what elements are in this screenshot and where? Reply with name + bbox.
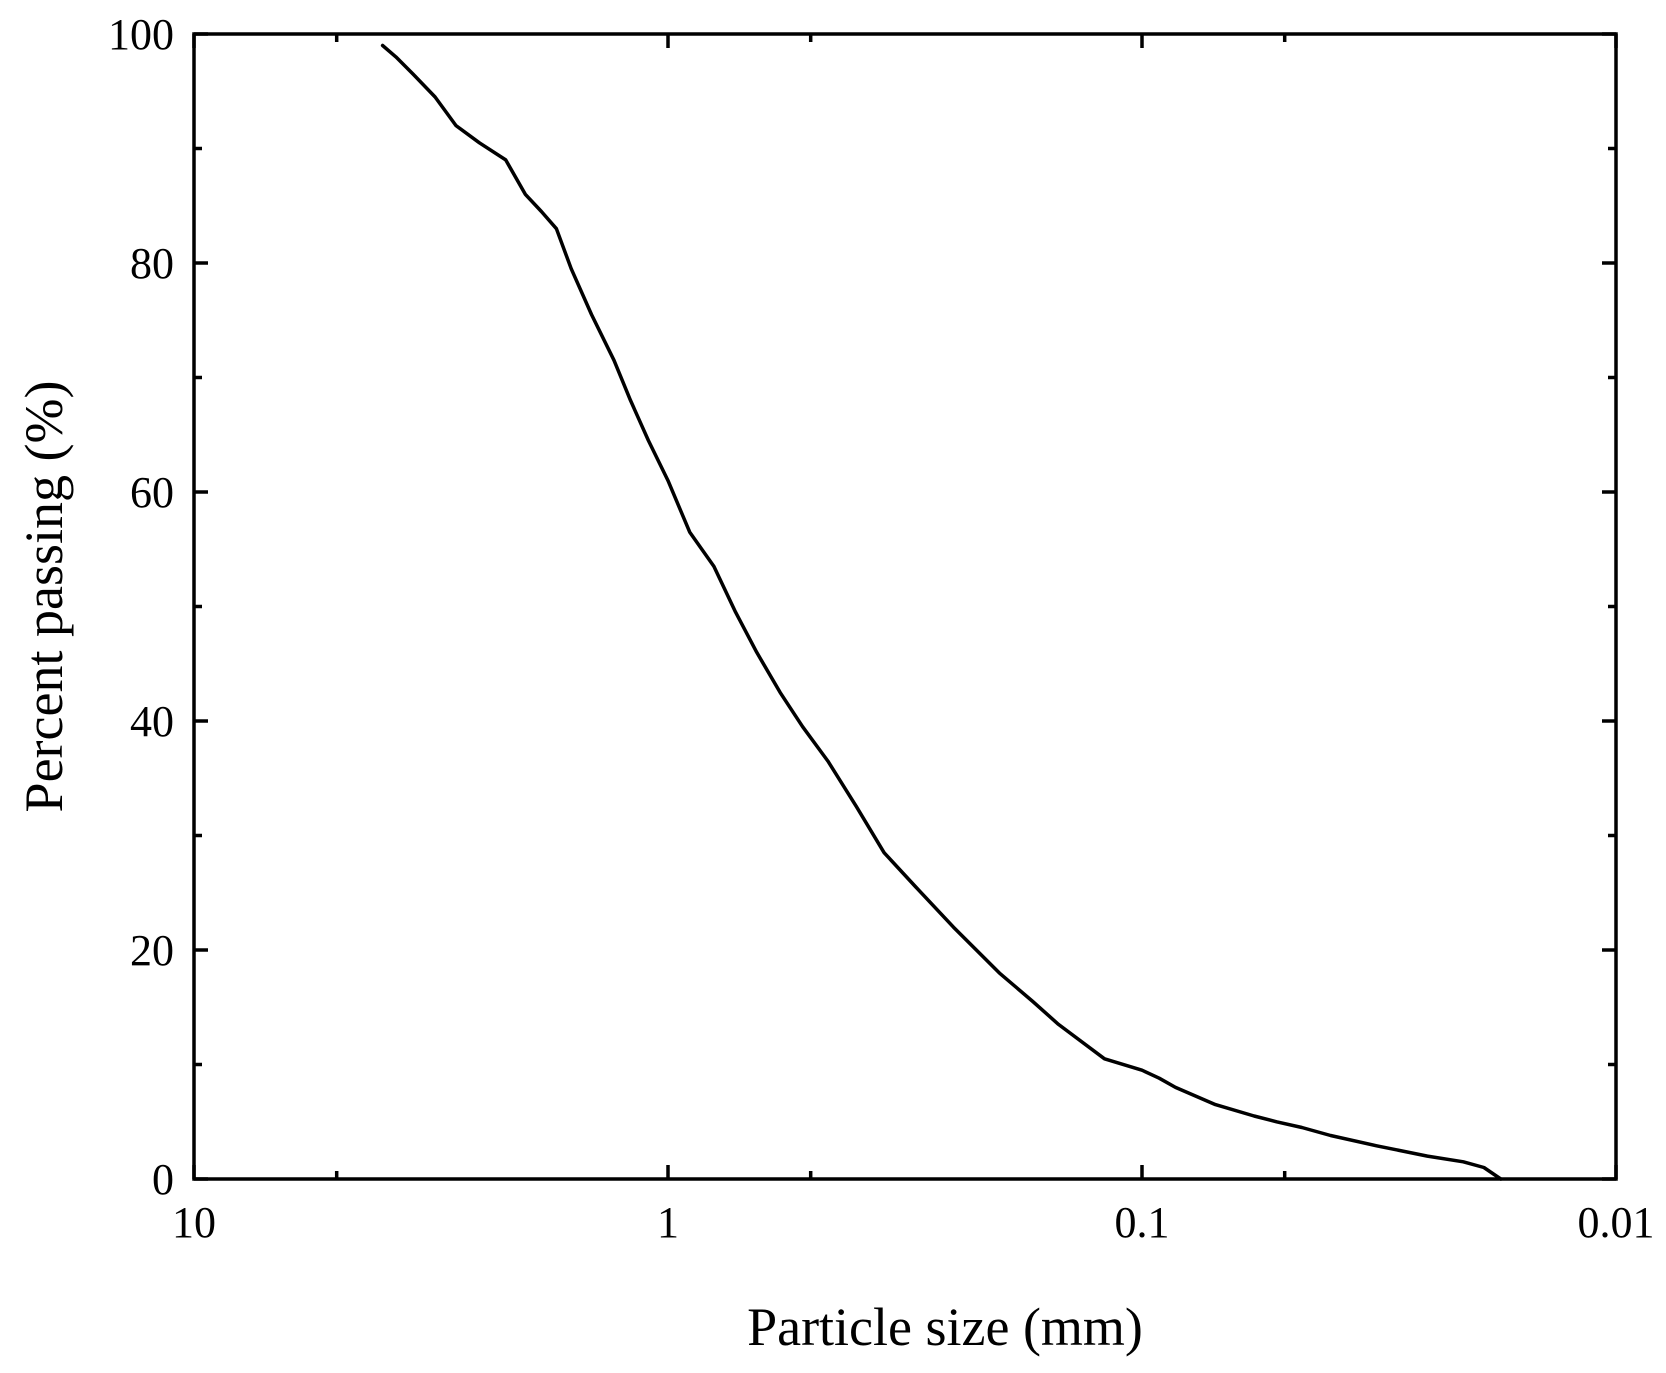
plot-frame: [192, 32, 1618, 1181]
x-tick-label: 0.1: [1115, 1198, 1170, 1247]
x-tick-label: 1: [657, 1198, 679, 1247]
x-axis-title: Particle size (mm): [747, 1297, 1143, 1357]
x-tick-label: 10: [172, 1198, 216, 1247]
gradation-curve: [380, 43, 1503, 1181]
x-axis-tick-labels: 10 1 0.1 0.01: [172, 1198, 1655, 1247]
x-axis-ticks: [192, 34, 1618, 1179]
y-axis-tick-labels: 0 20 40 60 80 100: [108, 10, 174, 1204]
y-axis-title: Percent passing (%): [14, 381, 74, 813]
y-tick-label: 40: [130, 697, 174, 746]
y-tick-label: 80: [130, 239, 174, 288]
y-tick-label: 20: [130, 926, 174, 975]
y-axis-ticks: [194, 32, 1616, 1181]
y-tick-label: 100: [108, 10, 174, 59]
y-tick-label: 0: [152, 1155, 174, 1204]
y-tick-label: 60: [130, 468, 174, 517]
x-tick-label: 0.01: [1578, 1198, 1655, 1247]
